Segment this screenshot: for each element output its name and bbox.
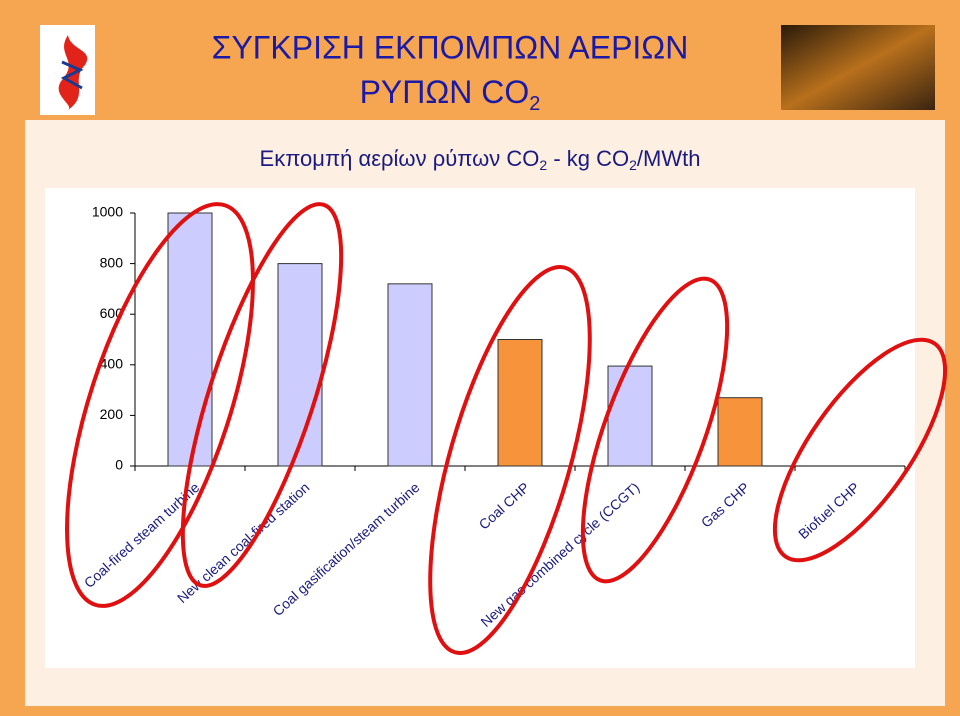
y-tick-label: 400 xyxy=(100,356,124,372)
highlight-ellipse xyxy=(428,265,592,655)
subtitle-text: Εκπομπή αερίων ρύπων CO xyxy=(260,146,540,171)
y-tick-label: 800 xyxy=(100,254,124,270)
highlight-ellipse xyxy=(772,337,948,563)
subtitle-text: /MWth xyxy=(637,146,701,171)
y-tick-label: 200 xyxy=(100,406,124,422)
subtitle: Εκπομπή αερίων ρύπων CO2 - kg CO2/MWth xyxy=(260,146,701,173)
highlight-ellipse xyxy=(65,202,255,608)
bar xyxy=(717,397,763,467)
subtitle-text: - kg CO xyxy=(547,146,629,171)
bar xyxy=(497,339,543,467)
subtitle-subscript: 2 xyxy=(629,157,637,173)
y-tick-label: 0 xyxy=(115,457,123,473)
title-line: ΣΥΓΚΡΙΣΗ ΕΚΠΟΜΠΩΝ ΑΕΡΙΩΝ xyxy=(212,29,689,65)
highlight-ellipse xyxy=(580,276,730,584)
title-subscript: 2 xyxy=(529,93,540,115)
bar xyxy=(607,365,653,467)
annotations xyxy=(65,202,948,655)
logo-bolt xyxy=(60,60,84,90)
subtitle-subscript: 2 xyxy=(539,157,547,173)
title-text: ΡΥΠΩΝ CO xyxy=(360,74,530,110)
y-tick-label: 1000 xyxy=(92,204,123,220)
bar xyxy=(277,263,323,467)
title-line: ΡΥΠΩΝ CO2 xyxy=(360,74,541,115)
bar xyxy=(167,212,213,467)
bar xyxy=(387,283,433,467)
header-photo xyxy=(781,25,935,110)
highlight-ellipse xyxy=(180,202,344,588)
